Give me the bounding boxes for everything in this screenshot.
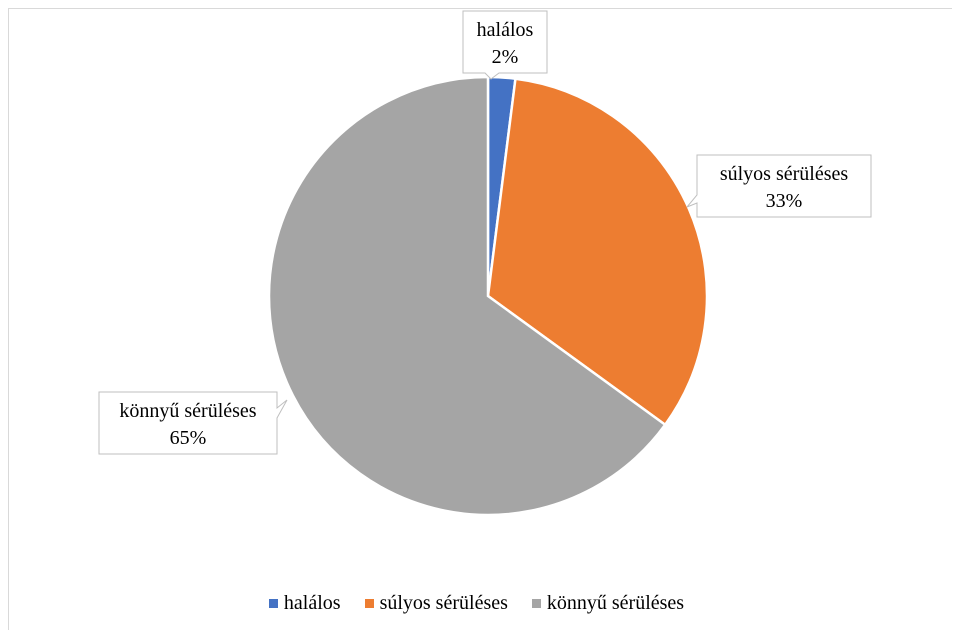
data-label-value: 2% — [492, 46, 519, 68]
legend: halálos súlyos sérüléses könnyű sérüléses — [0, 592, 953, 615]
data-label-category: könnyű sérüléses — [119, 400, 256, 422]
data-label-callout: könnyű sérüléses 65% — [98, 391, 288, 455]
legend-label: halálos — [283, 592, 341, 614]
legend-item: halálos — [268, 592, 341, 615]
data-label-category: súlyos sérüléses — [720, 163, 849, 185]
pie-slice — [267, 75, 667, 517]
legend-item: könnyű sérüléses — [531, 592, 685, 615]
data-label-callout: súlyos sérüléses 33% — [686, 154, 872, 218]
callout-box — [462, 10, 548, 80]
pie-slice — [486, 77, 709, 427]
legend-item: súlyos sérüléses — [364, 592, 508, 615]
legend-label: súlyos sérüléses — [379, 592, 508, 614]
callout-box — [686, 154, 872, 218]
data-label-callout: halálos 2% — [462, 10, 548, 80]
legend-swatch — [364, 599, 374, 608]
pie-slices — [267, 75, 709, 517]
data-label-value: 65% — [170, 427, 207, 449]
callout-box — [98, 391, 288, 455]
legend-swatch — [531, 599, 541, 608]
data-labels: halálos 2% súlyos sérüléses 33% könnyű sérül… — [98, 10, 872, 455]
data-label-value: 33% — [766, 190, 803, 212]
data-label-category: halálos — [477, 19, 534, 41]
legend-swatch — [268, 599, 278, 608]
legend-label: könnyű sérüléses — [546, 592, 685, 614]
